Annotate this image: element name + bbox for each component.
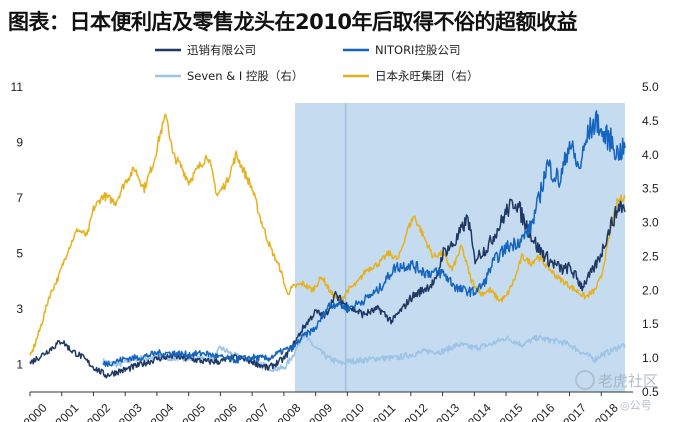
y-right-tick-label: 0.5: [642, 385, 659, 399]
y-left-tick-label: 3: [16, 302, 23, 316]
x-tick-label: 2014: [465, 401, 494, 422]
y-left-tick-label: 5: [16, 246, 23, 260]
y-right-tick-label: 1.5: [642, 317, 659, 331]
legend: 迅销有限公司 NITORI控股公司 Seven & I 控股（右） 日本永旺集团（右）: [155, 43, 479, 83]
x-axis: 2000 2001 2002 2003 2004 2005 2006 2007 2008 2009…: [21, 391, 633, 422]
y-right-tick-label: 2.0: [642, 283, 659, 297]
series-line: [102, 110, 626, 368]
x-tick-label: 2016: [529, 401, 558, 422]
y-axis-left: 1 3 5 7 9 11: [11, 80, 24, 371]
watermark-brand: 老虎社区: [598, 372, 658, 390]
watermark-sub: ◎公号: [620, 399, 652, 412]
x-tick-label: 2003: [116, 401, 145, 422]
x-tick-label: 2008: [275, 401, 304, 422]
x-tick-label: 2010: [338, 401, 367, 422]
x-tick-label: 2011: [370, 401, 398, 422]
y-right-tick-label: 4.0: [642, 148, 659, 162]
y-axis-right: 0.5 1.0 1.5 2.0 2.5 3.0 3.5 4.0 4.5 5.0: [642, 80, 659, 399]
page-title: 图表：日本便利店及零售龙头在2010年后取得不俗的超额收益: [8, 10, 577, 34]
x-tick-label: 2013: [433, 401, 462, 422]
series-line: [29, 113, 626, 356]
x-tick-label: 2015: [497, 401, 526, 422]
y-right-tick-label: 1.0: [642, 351, 659, 365]
x-tick-label: 2007: [243, 401, 272, 422]
x-tick-label: 2006: [211, 401, 240, 422]
y-left-tick-label: 9: [16, 135, 23, 149]
y-right-tick-label: 4.5: [642, 114, 659, 128]
x-tick-label: 2018: [592, 401, 621, 422]
legend-label: Seven & I 控股（右）: [187, 69, 303, 83]
legend-label: NITORI控股公司: [375, 43, 460, 57]
series-line: [29, 198, 626, 379]
legend-label: 迅销有限公司: [187, 43, 256, 57]
watermark-logo-icon: [575, 370, 595, 390]
y-left-tick-label: 1: [16, 357, 23, 371]
legend-label: 日本永旺集团（右）: [375, 69, 479, 83]
x-tick-label: 2005: [179, 401, 208, 422]
x-tick-label: 2009: [306, 401, 335, 422]
y-right-tick-label: 5.0: [642, 80, 659, 94]
watermark: 老虎社区 ◎公号: [575, 370, 658, 412]
y-right-tick-label: 3.0: [642, 216, 659, 230]
x-tick-label: 2002: [84, 401, 113, 422]
x-tick-label: 2001: [53, 401, 82, 422]
x-tick-label: 2004: [148, 401, 177, 422]
y-left-tick-label: 7: [16, 191, 23, 205]
y-left-tick-label: 11: [11, 80, 24, 94]
y-right-tick-label: 3.5: [642, 182, 659, 196]
y-right-tick-label: 2.5: [642, 249, 659, 263]
series-lines: [29, 110, 626, 379]
x-tick-label: 2012: [402, 401, 431, 422]
x-tick-label: 2000: [21, 401, 50, 422]
x-tick-label: 2017: [560, 401, 589, 422]
